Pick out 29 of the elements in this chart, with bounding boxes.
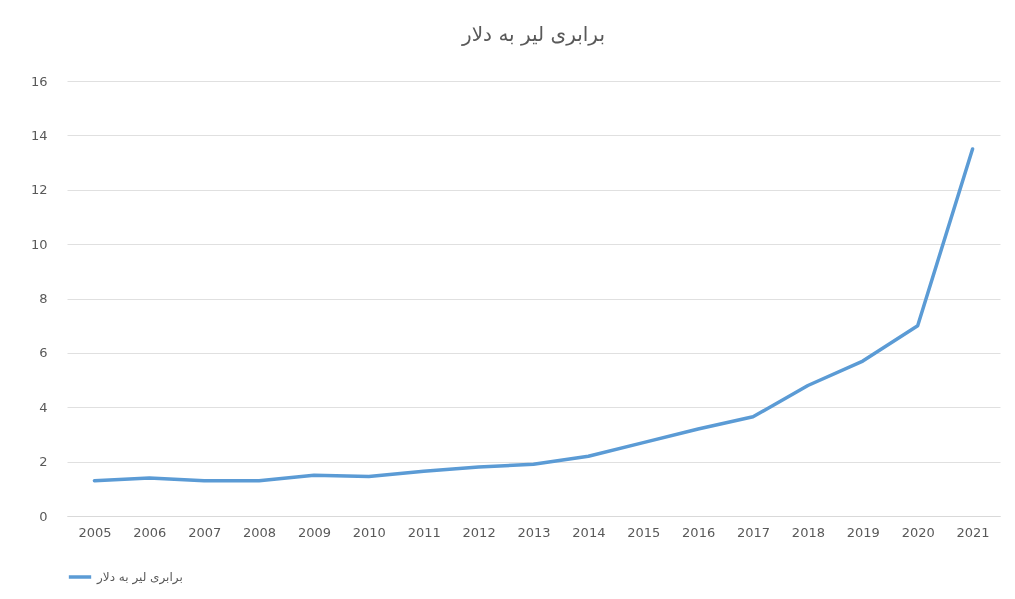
y-tick-label: 14 — [30, 127, 48, 143]
y-tick-label: 0 — [39, 508, 48, 524]
x-tick-label: 2013 — [517, 524, 551, 540]
y-tick-label: 10 — [30, 236, 48, 252]
x-tick-label: 2017 — [736, 524, 771, 540]
y-tick-label: 8 — [39, 291, 48, 306]
x-tick-label: 2007 — [188, 524, 222, 540]
x-tick-label: 2020 — [901, 524, 935, 540]
x-tick-label: 2016 — [682, 524, 716, 540]
x-tick-label: 2014 — [572, 524, 606, 540]
chart-title: برابری لیر به دلار — [461, 22, 605, 46]
x-tick-label: 2009 — [297, 524, 332, 540]
y-tick-label: 4 — [39, 399, 48, 415]
x-tick-label: 2008 — [243, 524, 277, 540]
x-tick-label: 2011 — [407, 524, 441, 540]
x-tick-label: 2019 — [846, 524, 880, 540]
y-tick-label: 16 — [30, 73, 48, 89]
x-tick-label: 2006 — [133, 524, 167, 540]
x-tick-label: 2021 — [956, 524, 990, 540]
x-tick-label: 2010 — [352, 524, 386, 540]
y-tick-label: 6 — [39, 345, 48, 361]
y-tick-label: 2 — [39, 454, 48, 470]
x-tick-label: 2005 — [78, 524, 112, 540]
x-tick-label: 2012 — [462, 524, 496, 540]
x-tick-label: 2015 — [627, 524, 661, 540]
legend-label: برابری لیر به دلار — [96, 570, 183, 585]
line-series — [92, 147, 975, 483]
x-tick-label: 2018 — [791, 524, 825, 540]
y-tick-label: 12 — [30, 182, 48, 198]
